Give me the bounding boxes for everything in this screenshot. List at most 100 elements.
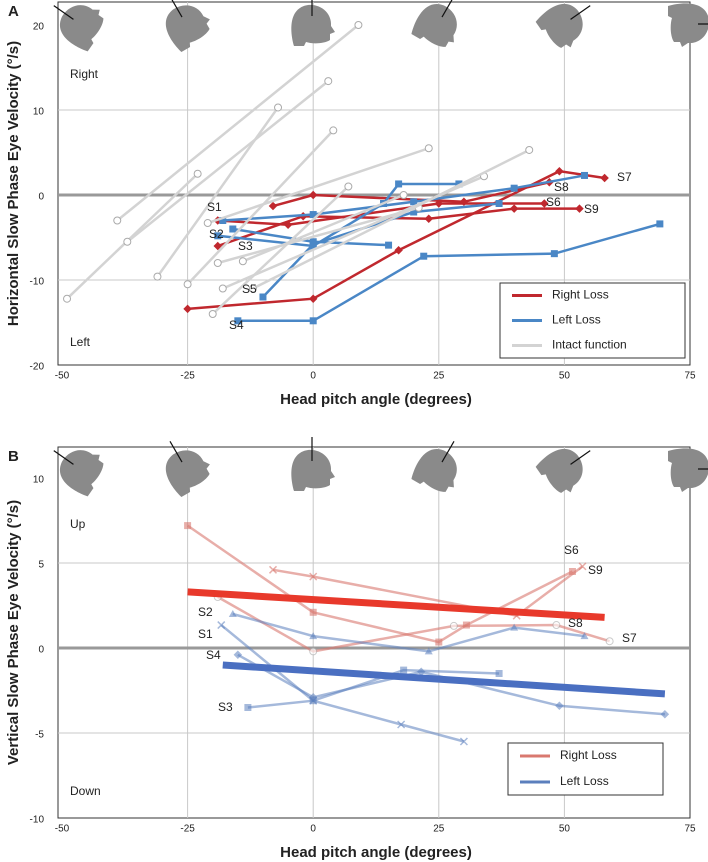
series-line (126, 80, 330, 243)
y-tick-label: -20 (30, 362, 45, 373)
y-tick-label: 20 (33, 22, 45, 33)
x-tick-label: 0 (310, 824, 316, 835)
marker (555, 166, 564, 176)
x-tick-label: 25 (433, 371, 445, 382)
annotation: Down (70, 784, 101, 798)
plot-frame (57, 446, 691, 819)
marker (203, 219, 212, 228)
marker (153, 272, 162, 281)
annotation: S8 (554, 180, 569, 194)
annotation: Up (70, 517, 86, 531)
annotation: S4 (229, 318, 244, 332)
marker (580, 632, 589, 640)
head-icon (53, 5, 104, 52)
marker (268, 565, 278, 574)
head-axis (441, 0, 455, 18)
head-shape (165, 450, 210, 498)
marker (400, 666, 408, 674)
marker (268, 201, 278, 211)
legend-label: Left Loss (552, 313, 601, 327)
y-tick-label: 5 (38, 560, 44, 571)
marker (410, 198, 418, 206)
marker (228, 610, 237, 617)
marker (113, 216, 122, 225)
legend-box (507, 742, 664, 796)
marker (309, 632, 318, 640)
marker (193, 169, 202, 178)
head-shape (668, 448, 708, 492)
marker (459, 197, 469, 207)
marker (410, 208, 418, 216)
head-shape (668, 3, 708, 47)
marker (552, 621, 561, 630)
annotation: S2 (209, 227, 224, 241)
head-icon (411, 0, 457, 47)
head-shape (291, 449, 335, 491)
annotation: Left (70, 335, 91, 349)
marker (274, 103, 283, 112)
marker (229, 225, 237, 233)
marker (308, 693, 318, 702)
marker (385, 241, 393, 249)
marker (217, 621, 226, 630)
head-axis (570, 5, 591, 20)
y-tick-label: -10 (30, 815, 45, 826)
legend-label: Right Loss (552, 288, 609, 302)
series-line (232, 612, 585, 653)
marker (309, 608, 317, 616)
head-shape (535, 3, 583, 48)
marker (416, 667, 426, 677)
marker (309, 238, 317, 246)
head-shape (291, 4, 335, 47)
y-axis-title: Vertical Slow Phase Eye Velocity (°/s) (5, 500, 22, 765)
y-tick-label: 10 (33, 107, 45, 118)
legend-label: Left Loss (560, 774, 609, 788)
head-axis (169, 0, 183, 18)
annotation: S1 (207, 200, 222, 214)
x-tick-label: 75 (684, 824, 696, 835)
x-tick-label: 50 (559, 824, 571, 835)
marker (495, 670, 503, 677)
marker (550, 250, 558, 258)
marker (510, 184, 518, 192)
head-axis (53, 450, 74, 465)
marker (309, 572, 318, 581)
annotation: S9 (588, 563, 603, 577)
marker (449, 621, 458, 630)
head-axis (441, 440, 455, 463)
marker (525, 145, 534, 154)
marker (459, 737, 468, 746)
head-icon (668, 448, 708, 492)
marker (308, 190, 318, 200)
legend-label: Intact function (552, 338, 627, 352)
series-line (272, 565, 584, 618)
marker (656, 220, 664, 228)
annotation: S7 (622, 631, 637, 645)
marker (234, 317, 242, 325)
marker (568, 568, 576, 575)
x-tick-label: 25 (433, 824, 445, 835)
head-icon (53, 450, 104, 497)
head-icon (411, 440, 457, 492)
y-tick-label: 10 (33, 475, 45, 486)
marker (344, 182, 353, 191)
marker (214, 232, 222, 240)
head-shape (411, 449, 457, 492)
marker (283, 220, 293, 229)
annotation: S2 (198, 605, 213, 619)
trend-line (187, 588, 605, 621)
annotation: S1 (198, 627, 213, 641)
marker (123, 237, 132, 246)
marker (435, 638, 443, 646)
marker (394, 246, 403, 255)
annotation: S9 (584, 202, 599, 216)
marker (424, 144, 433, 153)
head-icon (291, 437, 335, 491)
marker (309, 242, 317, 250)
head-icon (291, 0, 335, 47)
head-shape (60, 450, 104, 497)
marker (218, 284, 227, 293)
x-tick-label: -25 (180, 371, 195, 382)
marker (259, 293, 267, 301)
